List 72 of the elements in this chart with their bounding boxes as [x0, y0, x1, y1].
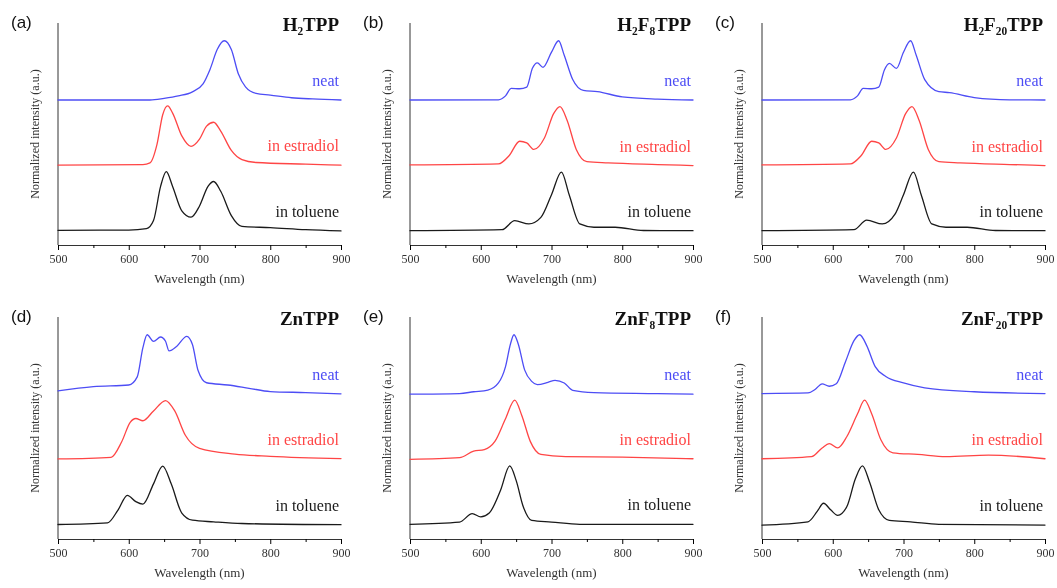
text: (b) [363, 13, 384, 32]
chart-title: H₂F₂₀TPP [963, 14, 1044, 35]
x-tick-label: 500 [49, 251, 68, 266]
series-label: in toluene [627, 496, 691, 514]
x-tick-label: 800 [613, 251, 632, 266]
y-axis-title: Normalized intensity (a.u.) [380, 363, 394, 493]
x-axis-title: Wavelength (nm) [154, 565, 245, 580]
x-tick-label: 800 [613, 545, 632, 560]
y-axis-title: Normalized intensity (a.u.) [732, 363, 746, 493]
series-label: in toluene [275, 496, 339, 514]
x-tick-label: 500 [753, 251, 772, 266]
text: (f) [715, 307, 732, 326]
x-tick-label: 800 [261, 545, 280, 560]
y-axis-title: Normalized intensity (a.u.) [732, 69, 746, 199]
y-axis-title: Normalized intensity (a.u.) [28, 69, 42, 199]
series-label: neat [1016, 365, 1044, 383]
x-tick-label: 900 [684, 251, 703, 266]
x-tick-label: 900 [1036, 545, 1055, 560]
x-tick-label: 900 [684, 545, 703, 560]
series-label: in toluene [979, 497, 1043, 515]
x-axis-title: Wavelength (nm) [506, 271, 597, 286]
x-tick-label: 700 [543, 545, 561, 560]
series-label: in estradiol [619, 430, 692, 448]
x-tick-label: 700 [895, 545, 913, 560]
series-label: in toluene [275, 202, 339, 220]
series-label: neat [664, 366, 692, 384]
x-tick-label: 600 [472, 251, 491, 266]
x-axis-title: Wavelength (nm) [858, 271, 949, 286]
x-tick-label: 500 [401, 251, 420, 266]
x-axis-title: Wavelength (nm) [154, 271, 245, 286]
x-tick-label: 700 [895, 251, 913, 266]
text: (e) [363, 307, 384, 326]
x-tick-label: 700 [191, 545, 209, 560]
series-label: neat [1016, 71, 1044, 89]
x-tick-label: 700 [543, 251, 561, 266]
y-axis-title: Normalized intensity (a.u.) [28, 363, 42, 493]
series-label: in toluene [979, 202, 1043, 220]
chart-title: H₂F₈TPP [617, 14, 692, 35]
x-tick-label: 800 [965, 251, 984, 266]
x-axis-title: Wavelength (nm) [858, 565, 949, 580]
series-label: in estradiol [971, 137, 1044, 155]
x-tick-label: 600 [120, 251, 139, 266]
x-tick-label: 800 [965, 545, 984, 560]
text: (a) [11, 13, 32, 32]
x-tick-label: 500 [49, 545, 68, 560]
series-label: neat [664, 71, 692, 89]
series-label: in estradiol [267, 137, 340, 155]
x-tick-label: 500 [401, 545, 420, 560]
x-tick-label: 800 [261, 251, 280, 266]
series-label: in estradiol [971, 430, 1044, 448]
x-tick-label: 900 [332, 545, 351, 560]
series-label: neat [312, 365, 340, 383]
y-axis-title: Normalized intensity (a.u.) [380, 69, 394, 199]
x-axis-title: Wavelength (nm) [506, 565, 597, 580]
chart-title: ZnF₂₀TPP [960, 308, 1044, 329]
x-tick-label: 600 [472, 545, 491, 560]
chart-title: ZnF₈TPP [614, 308, 692, 329]
x-tick-label: 700 [191, 251, 209, 266]
x-tick-label: 600 [824, 545, 843, 560]
text: (d) [11, 307, 32, 326]
x-tick-label: 600 [824, 251, 843, 266]
series-label: neat [312, 71, 340, 89]
chart-title: H₂TPP [282, 14, 340, 35]
chart-title: ZnTPP [279, 308, 340, 329]
x-tick-label: 600 [120, 545, 139, 560]
x-tick-label: 900 [1036, 251, 1055, 266]
series-label: in estradiol [619, 137, 692, 155]
series-label: in toluene [627, 202, 691, 220]
text: (c) [715, 13, 735, 32]
x-tick-label: 500 [753, 545, 772, 560]
x-tick-label: 900 [332, 251, 351, 266]
series-label: in estradiol [267, 430, 340, 448]
